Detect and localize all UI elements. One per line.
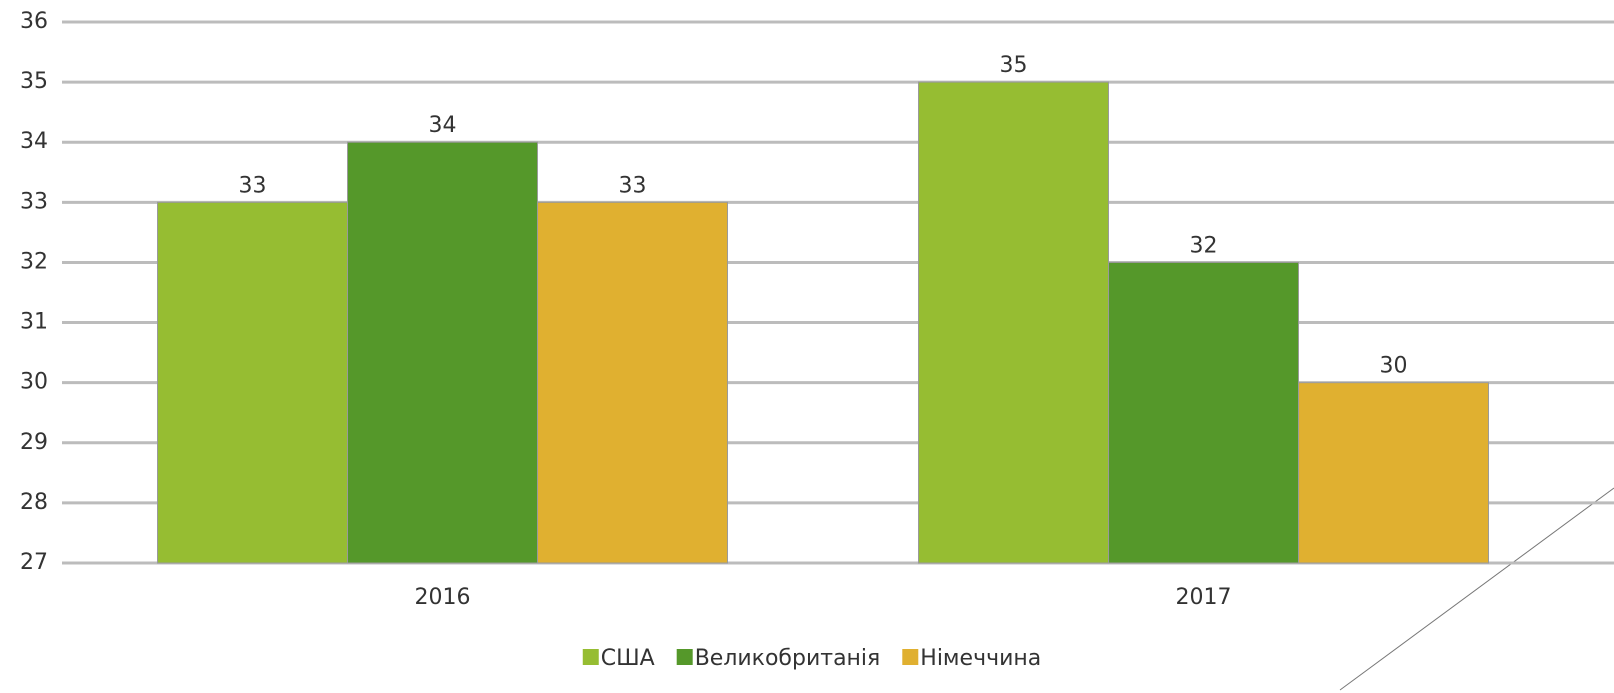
bar [1108, 261, 1299, 564]
bar [157, 201, 348, 564]
y-tick-label: 36 [20, 9, 48, 34]
legend-swatch [582, 649, 599, 665]
legend-swatch [676, 649, 693, 665]
y-tick-label: 32 [20, 249, 48, 274]
data-label: 33 [619, 173, 647, 198]
y-tick-label: 33 [20, 189, 48, 214]
bar [1298, 382, 1489, 564]
legend-label: Німеччина [920, 646, 1041, 671]
x-tick-label: 2016 [415, 585, 471, 610]
x-tick-label: 2017 [1176, 585, 1232, 610]
bar [347, 141, 538, 564]
data-label: 34 [429, 113, 457, 138]
legend-swatch [902, 649, 919, 665]
y-tick-label: 35 [20, 69, 48, 94]
legend-label: Великобританія [695, 646, 881, 671]
y-tick-label: 27 [20, 550, 48, 575]
decoration-line [1339, 487, 1614, 691]
bar [537, 201, 728, 564]
y-tick-label: 31 [20, 310, 48, 335]
data-label: 33 [239, 173, 267, 198]
data-label: 32 [1190, 233, 1218, 258]
data-label: 35 [1000, 53, 1028, 78]
y-tick-label: 29 [20, 430, 48, 455]
y-tick-label: 34 [20, 129, 48, 154]
y-tick-label: 30 [20, 370, 48, 395]
y-tick-label: 28 [20, 490, 48, 515]
data-label: 30 [1380, 354, 1408, 379]
legend-label: США [601, 646, 655, 671]
bar [918, 81, 1109, 564]
